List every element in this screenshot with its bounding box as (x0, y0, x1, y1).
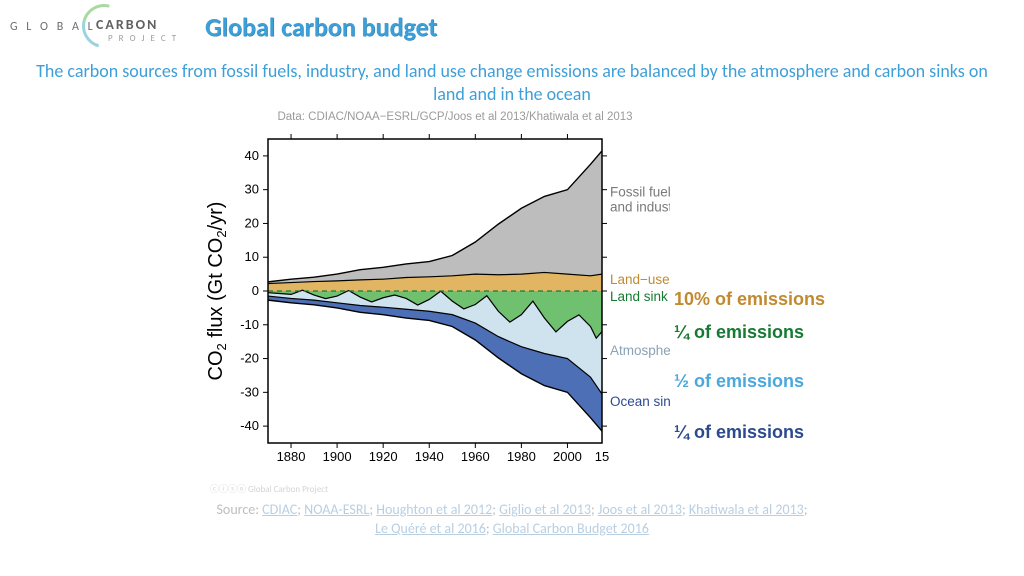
svg-text:-30: -30 (240, 384, 259, 399)
svg-text:0: 0 (252, 283, 259, 298)
logo-text-global: G L O B A L (10, 20, 96, 34)
source-link[interactable]: Joos et al 2013 (598, 501, 682, 518)
svg-text:-10: -10 (240, 317, 259, 332)
emissions-callout: ¼ of emissions (674, 422, 825, 443)
source-link[interactable]: Le Quéré et al 2016 (375, 520, 486, 537)
svg-text:20: 20 (245, 215, 259, 230)
sources-footer: Source: CDIAC; NOAA-ESRL; Houghton et al… (0, 495, 1024, 539)
co2-flux-chart: -40 -30 -20 -10 0 10 20 30 40 1880 1900 1920 1940 196… (200, 125, 670, 480)
svg-text:Ocean sink: Ocean sink (610, 394, 670, 409)
emissions-callout: ½ of emissions (674, 371, 825, 392)
callouts-column: 10% of emissions ¼ of emissions ½ of emiss… (670, 149, 825, 443)
chart-container: Data: CDIAC/NOAA−ESRL/GCP/Joos et al 201… (200, 111, 670, 480)
header: G L O B A L CARBON P R O J E C T Global … (0, 0, 1024, 48)
svg-text:1940: 1940 (415, 449, 444, 464)
source-link[interactable]: NOAA-ESRL (304, 501, 369, 518)
source-link[interactable]: Giglio et al 2013 (499, 501, 591, 518)
chart-row: Data: CDIAC/NOAA−ESRL/GCP/Joos et al 201… (0, 111, 1024, 480)
svg-text:40: 40 (245, 148, 259, 163)
logo-text-carbon: CARBON (96, 16, 158, 33)
svg-text:2000: 2000 (553, 449, 582, 464)
source-link[interactable]: Khatiwala et al 2013 (689, 501, 804, 518)
source-link[interactable]: CDIAC (262, 501, 297, 518)
svg-text:Fossil fuels: Fossil fuels (610, 184, 670, 199)
svg-text:Land sink: Land sink (610, 289, 668, 304)
svg-text:1980: 1980 (507, 449, 536, 464)
svg-text:30: 30 (245, 182, 259, 197)
svg-text:Land−use change: Land−use change (610, 272, 670, 287)
svg-text:-40: -40 (240, 418, 259, 433)
svg-text:and industry: and industry (610, 199, 670, 214)
svg-text:1900: 1900 (323, 449, 352, 464)
svg-text:1920: 1920 (369, 449, 398, 464)
gcp-logo: G L O B A L CARBON P R O J E C T (10, 6, 185, 48)
slide-title: Global carbon budget (205, 11, 437, 43)
sources-prefix: Source: (217, 501, 263, 518)
svg-text:-20: -20 (240, 351, 259, 366)
svg-text:1880: 1880 (277, 449, 306, 464)
svg-text:Atmosphere: Atmosphere (610, 343, 670, 358)
svg-text:CO2 flux (Gt CO2/yr): CO2 flux (Gt CO2/yr) (205, 202, 229, 381)
svg-text:10: 10 (245, 249, 259, 264)
emissions-callout: 10% of emissions (674, 289, 825, 310)
cc-license-badge: ⓒⓘⓢⓞ Global Carbon Project (0, 482, 1024, 495)
slide-subtitle: The carbon sources from fossil fuels, in… (0, 48, 1024, 111)
emissions-callout: ¼ of emissions (674, 322, 825, 343)
data-credit: Data: CDIAC/NOAA−ESRL/GCP/Joos et al 201… (240, 111, 670, 123)
source-link[interactable]: Global Carbon Budget 2016 (493, 520, 649, 537)
svg-text:15: 15 (595, 449, 609, 464)
source-link[interactable]: Houghton et al 2012 (376, 501, 492, 518)
logo-text-project: P R O J E C T (108, 33, 178, 44)
svg-text:1960: 1960 (461, 449, 490, 464)
